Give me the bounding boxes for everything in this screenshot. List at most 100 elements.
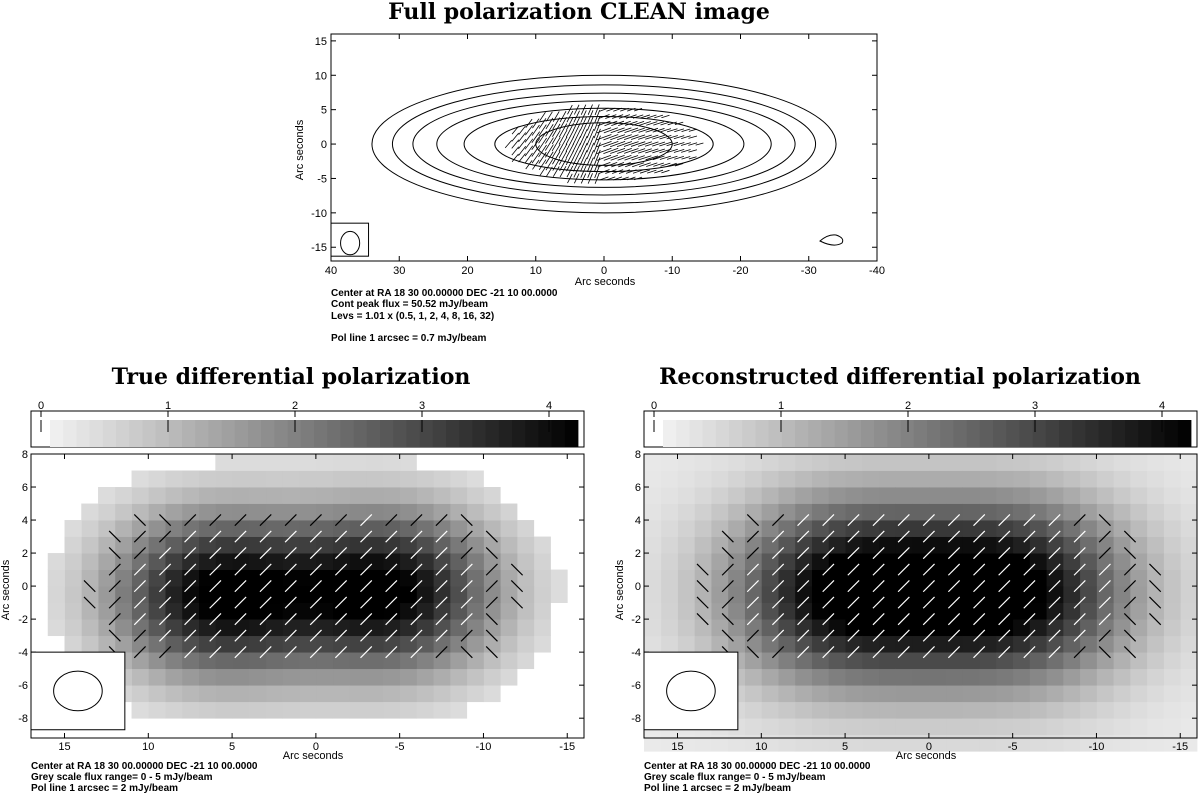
- left-colorbar-step: [366, 420, 381, 447]
- right-pol-vector: [822, 580, 835, 593]
- left-colorbar-step: [63, 420, 77, 447]
- pol-vector: [604, 120, 618, 127]
- pol-vector: [611, 120, 625, 127]
- right-pixel: [1146, 569, 1164, 587]
- left-pixel: [382, 569, 401, 587]
- right-pixel: [660, 470, 678, 488]
- left-pol-vector: [385, 580, 398, 593]
- left-pol-vector: [510, 580, 524, 593]
- top-x-tick-label: -40: [869, 265, 885, 277]
- left-pixel: [349, 701, 367, 719]
- right-pol-vector: [1073, 580, 1086, 593]
- pol-vector: [552, 158, 561, 171]
- left-pixel: [265, 668, 283, 686]
- left-pol-vector: [158, 563, 172, 576]
- left-pol-vector: [334, 530, 348, 543]
- left-colorbar-step: [50, 420, 64, 447]
- right-y-tick-label: -4: [631, 647, 641, 659]
- left-pixel: [533, 553, 551, 570]
- right-pixel: [1146, 553, 1164, 570]
- right-pol-vector: [822, 596, 835, 609]
- pol-vector: [632, 114, 644, 119]
- pol-vector: [565, 129, 575, 145]
- pol-vector: [544, 137, 554, 151]
- left-colorbar-tick-label: 2: [292, 400, 298, 412]
- left-pixel: [265, 470, 283, 488]
- right-pixel: [778, 701, 796, 719]
- right-info-line-1: Center at RA 18 30 00.00000 DEC -21 10 0…: [644, 761, 871, 772]
- right-pixel: [794, 487, 812, 504]
- right-pixel: [845, 685, 863, 703]
- right-pixel: [1046, 718, 1064, 736]
- left-pixel: [215, 454, 233, 471]
- pol-vector: [504, 140, 513, 149]
- right-pol-vector: [771, 530, 785, 543]
- pol-vector: [625, 162, 638, 168]
- left-pixel: [131, 503, 149, 521]
- pol-vector: [552, 166, 560, 177]
- right-pol-vector: [998, 629, 1011, 642]
- right-pixel: [1096, 487, 1114, 504]
- right-pixel: [811, 734, 829, 752]
- pol-vector: [572, 150, 581, 166]
- right-pixel: [794, 602, 812, 620]
- left-pixel: [516, 553, 535, 570]
- right-pol-vector: [746, 530, 760, 543]
- left-pixel: [315, 685, 334, 703]
- right-pixel: [1079, 668, 1097, 686]
- pol-vector: [573, 157, 581, 172]
- pol-vector: [531, 124, 540, 136]
- right-pixel: [1180, 470, 1198, 488]
- right-pixel: [861, 503, 880, 521]
- right-pol-vector: [973, 530, 986, 543]
- right-pol-vector: [797, 613, 810, 626]
- right-pixel: [778, 718, 796, 736]
- right-pixel: [744, 718, 762, 736]
- right-pixel: [979, 652, 997, 670]
- left-pixel: [81, 619, 99, 637]
- pol-vector: [605, 169, 617, 174]
- right-pixel: [1096, 619, 1114, 637]
- left-pol-vector: [435, 613, 448, 626]
- pol-vector: [511, 132, 520, 142]
- left-pixel: [332, 536, 350, 554]
- left-pol-vector: [309, 596, 322, 609]
- left-pixel: [382, 586, 401, 604]
- right-pol-vector: [696, 580, 709, 593]
- left-pixel: [500, 619, 518, 637]
- pol-vector: [630, 141, 646, 147]
- right-pol-vector: [721, 613, 734, 626]
- right-pixel: [845, 454, 863, 471]
- right-pixel: [711, 470, 729, 488]
- pol-vector: [594, 165, 601, 179]
- right-pixel: [828, 454, 846, 471]
- pol-vector: [613, 176, 623, 181]
- left-colorbar-step: [102, 420, 117, 447]
- pol-vector: [538, 124, 547, 137]
- right-pol-vector: [973, 596, 986, 609]
- right-pixel: [694, 520, 712, 537]
- left-pol-vector: [133, 613, 147, 626]
- right-pixel: [828, 652, 846, 670]
- left-pixel: [382, 536, 401, 554]
- right-colorbar-step: [821, 420, 835, 447]
- right-pixel: [644, 586, 662, 604]
- right-pixel: [761, 734, 779, 752]
- right-colorbar-step: [1085, 420, 1099, 447]
- right-pixel: [1180, 619, 1198, 637]
- left-colorbar-step: [564, 420, 579, 447]
- right-pixel: [878, 718, 896, 736]
- pol-vector: [579, 122, 588, 139]
- left-colorbar-step: [485, 420, 500, 447]
- right-pol-vector: [771, 563, 785, 576]
- left-colorbar-step: [234, 420, 249, 447]
- right-pol-vector: [973, 629, 986, 642]
- right-pixel: [1062, 734, 1081, 752]
- right-x-tick-label: -15: [1172, 741, 1188, 753]
- pol-vector: [605, 114, 617, 119]
- pol-vector: [627, 107, 636, 112]
- right-pixel: [794, 619, 812, 637]
- left-colorbar-step: [248, 420, 262, 447]
- pol-vector: [587, 165, 594, 178]
- pol-vector: [566, 110, 574, 123]
